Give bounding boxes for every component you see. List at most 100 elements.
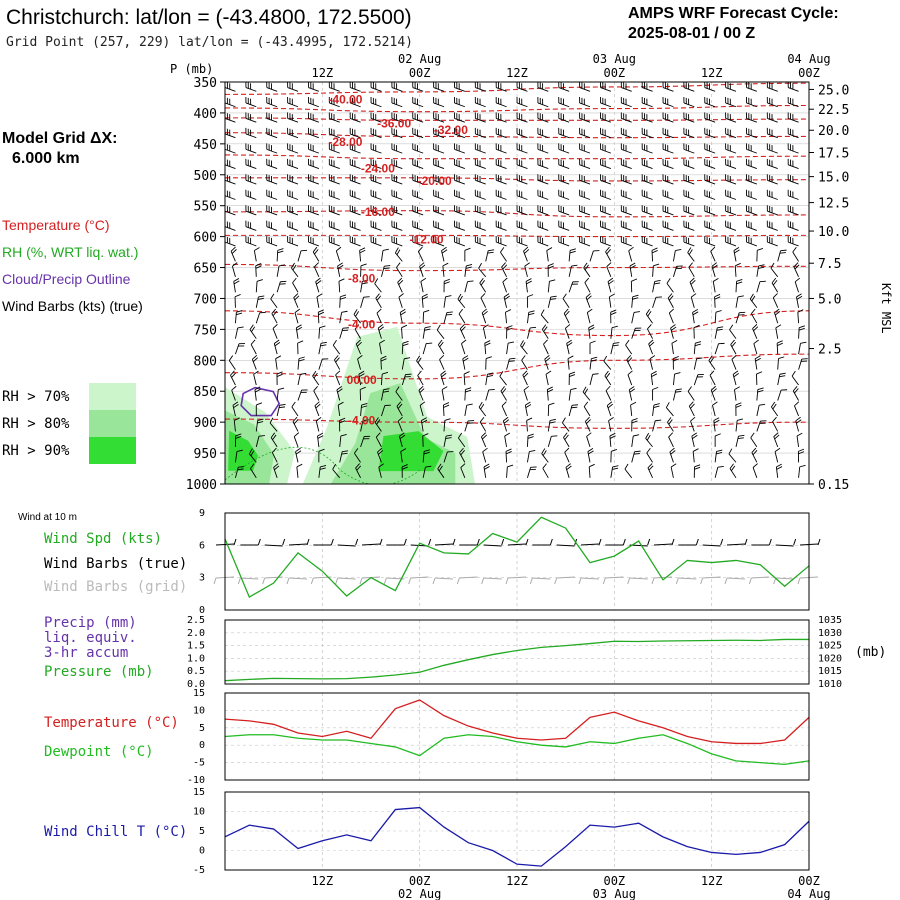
wind-barb-feather (337, 262, 343, 267)
wind-barb (313, 266, 320, 277)
wind-barb-feather (627, 357, 633, 363)
wind-barb (645, 438, 653, 448)
wind-barb (370, 195, 382, 200)
wind-barb-feather (487, 372, 494, 375)
rh-legend-label: RH > 90% (2, 443, 70, 459)
wind-barb-feather (647, 311, 652, 317)
wind-barb-feather (612, 465, 619, 468)
wind-barb (329, 241, 340, 247)
wind-barb (272, 328, 278, 339)
wind-barb (746, 118, 758, 123)
wind-barb (234, 451, 238, 463)
wind-barb (503, 296, 508, 308)
wind-barb (235, 343, 240, 355)
wind-barb-feather (571, 404, 579, 406)
wind-barb (287, 102, 299, 108)
wind-barb-feather (584, 264, 589, 271)
wind-barb (401, 358, 405, 370)
wind-barb (547, 296, 552, 308)
grid-wind-barb-feather (797, 577, 801, 585)
legend-item: Temperature (°C) (2, 217, 110, 233)
wind-barb-feather (292, 264, 297, 271)
bottom-time-tick: 12Z (311, 874, 333, 888)
wind-barb (454, 164, 466, 170)
bottom-time-tick: 00Z (603, 874, 625, 888)
panel-y-tick: 9 (199, 508, 205, 519)
wind-barb (412, 210, 424, 216)
wind-barb-feather (690, 416, 696, 422)
surface-wind-barb (775, 544, 794, 547)
wind-barb-feather (337, 401, 344, 406)
wind-barb-feather (794, 264, 800, 270)
wind-barb-feather (270, 432, 276, 438)
wind-barb-feather (480, 403, 485, 410)
pressure-right-tick: 1020 (818, 653, 842, 664)
wind-barb (647, 467, 653, 479)
wind-barb-feather (588, 450, 594, 455)
wind-barb-feather (361, 402, 368, 406)
wind-barb (662, 210, 674, 216)
wind-barb-feather (566, 339, 572, 344)
grid-wind-barb (410, 576, 429, 579)
wind-barb (459, 452, 466, 463)
wind-barb (516, 195, 528, 200)
wind-barb (318, 343, 322, 355)
wind-barb-feather (315, 403, 321, 409)
wind-barb (454, 148, 466, 154)
wind-barb (713, 420, 716, 432)
panel-label: 3-hr accum (44, 645, 128, 661)
wind-barb (398, 297, 403, 308)
rh-legend-label: RH > 80% (2, 416, 70, 432)
wind-barb (475, 226, 486, 231)
wind-barb-feather (631, 420, 638, 424)
wind-barb (600, 133, 612, 139)
panel-label: Dewpoint (°C) (44, 744, 154, 760)
temperature-contour (225, 132, 809, 139)
wind-barb-feather (315, 277, 321, 283)
wind-barb-feather (736, 279, 743, 282)
wind-barb-feather (544, 354, 550, 360)
wind-barb (224, 102, 236, 108)
wind-barb-feather (356, 341, 362, 347)
wind-barb-feather (696, 357, 703, 360)
wind-barb-feather (569, 248, 576, 251)
wind-barb (308, 241, 320, 247)
wind-barb (370, 241, 382, 247)
wind-barb-feather (711, 262, 717, 267)
wind-barb-feather (690, 279, 696, 285)
wind-barb-feather (524, 249, 530, 254)
wind-barb (245, 148, 257, 154)
wind-barb (224, 164, 236, 170)
wind-barb-feather (754, 355, 761, 360)
wind-barb-feather (298, 356, 305, 360)
wind-barb (788, 241, 799, 247)
wind-barb (728, 453, 737, 463)
wind-barb (579, 241, 591, 247)
wind-barb-feather (362, 279, 369, 282)
wind-barb (537, 87, 549, 92)
wind-barb-feather (506, 325, 513, 329)
pressure-tick-label: 900 (194, 416, 217, 431)
wind-barb (329, 195, 340, 200)
pressure-right-tick: 1010 (818, 679, 842, 690)
wind-barb-feather (758, 266, 765, 269)
wind-barb-feather (651, 247, 658, 251)
wind-barb-feather (522, 370, 528, 376)
panel-y-tick: 2.0 (187, 628, 205, 639)
wind-barb (266, 87, 278, 92)
wind-barb (224, 210, 236, 216)
temperature-contour-label: -16.00 (361, 205, 395, 219)
wind-barb (582, 391, 591, 401)
wind-barb-feather (248, 448, 253, 455)
wind-barb-feather (334, 355, 339, 361)
wind-barb-feather (584, 277, 590, 283)
wind-barb-feather (382, 371, 389, 375)
wind-barb (642, 195, 653, 200)
wind-barb (506, 358, 510, 370)
wind-barb (333, 359, 341, 370)
wind-barb-feather (609, 432, 616, 437)
wind-barb-feather (480, 293, 486, 299)
wind-barb (502, 281, 507, 293)
wind-barb (631, 328, 636, 339)
wind-barb (751, 452, 758, 463)
